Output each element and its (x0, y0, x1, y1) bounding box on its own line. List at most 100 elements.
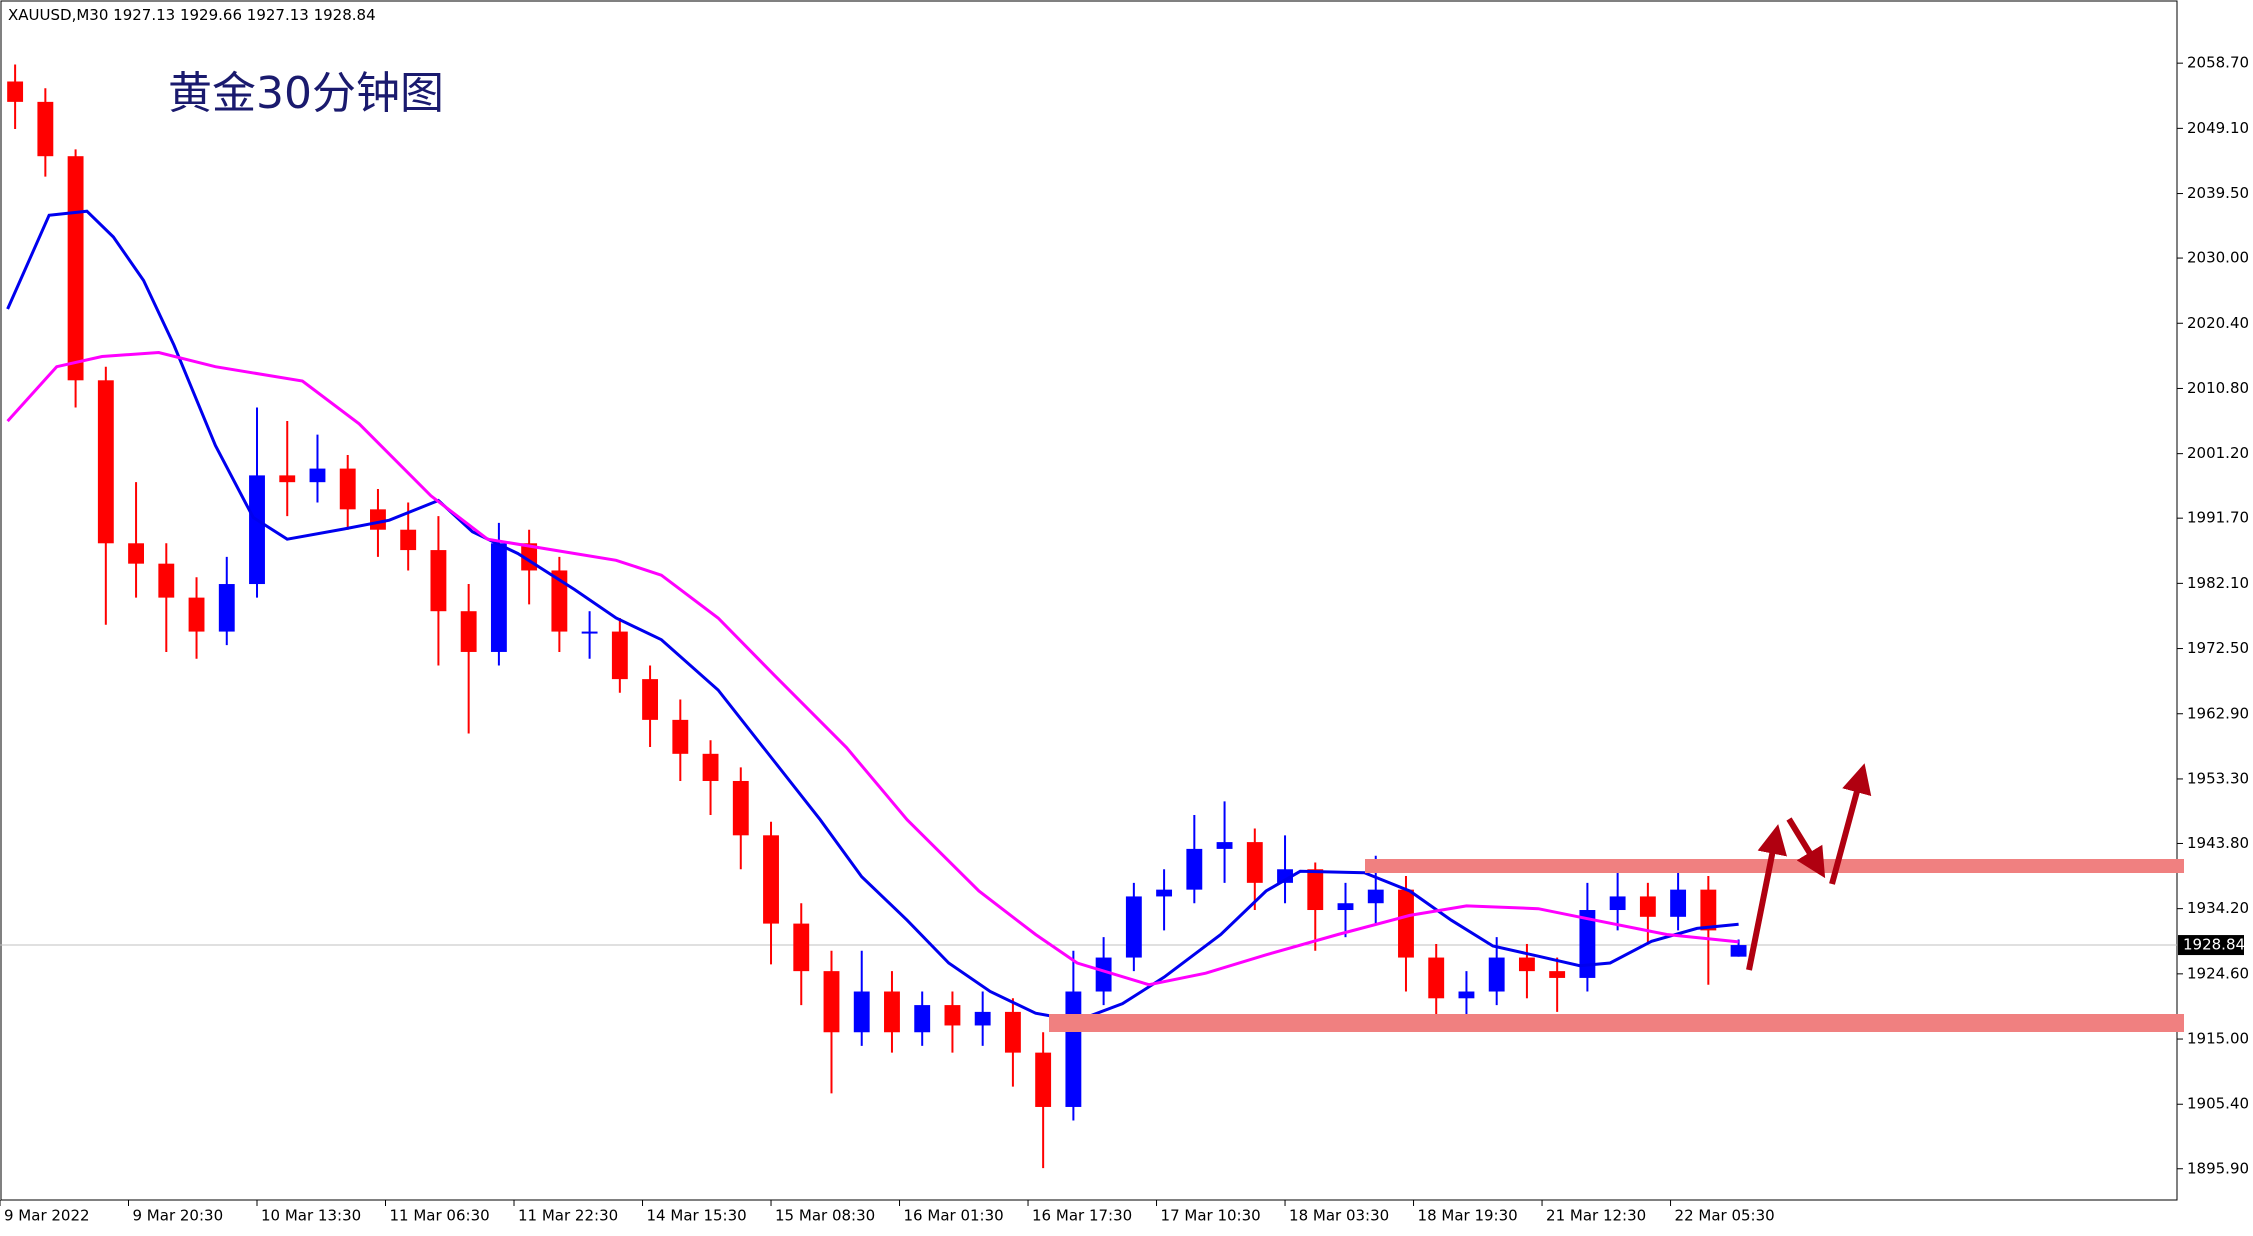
candle-body (763, 835, 779, 924)
y-tick-label: 2049.10 (2187, 119, 2249, 137)
arrow-up (1746, 824, 1788, 971)
candle-body (1458, 991, 1475, 999)
x-tick-label: 15 Mar 08:30 (775, 1207, 875, 1225)
candle-body (1518, 957, 1535, 972)
candle-body (97, 380, 114, 544)
symbol-header: XAUUSD,M30 1927.13 1929.66 1927.13 1928.… (8, 6, 376, 24)
y-tick-label: 1991.70 (2187, 509, 2249, 527)
candle-body (944, 1005, 961, 1026)
candle-body (370, 509, 386, 530)
candle-body (67, 156, 84, 381)
candle-body (1639, 896, 1656, 917)
arrow-up (1829, 763, 1872, 885)
ohlc-close: 1928.84 (314, 6, 376, 24)
candle-body (1186, 848, 1203, 890)
moving-average-line (6, 209, 1739, 1023)
candle-body (702, 753, 719, 781)
candle-body (1337, 903, 1354, 911)
x-tick-label: 16 Mar 17:30 (1032, 1207, 1132, 1225)
candle-body (1004, 1011, 1021, 1053)
candle-body (279, 475, 296, 483)
candle-body (1428, 957, 1445, 999)
candle-body (1579, 910, 1596, 978)
ohlc-low: 1927.13 (247, 6, 309, 24)
candle-body (1065, 991, 1082, 1107)
candle-body (128, 543, 144, 564)
y-tick-label: 1924.60 (2187, 964, 2249, 982)
y-tick-label: 1905.40 (2187, 1095, 2249, 1113)
candle-body (188, 597, 205, 632)
candle-body (1549, 971, 1566, 978)
candle-body (158, 563, 175, 598)
candle-body (884, 991, 900, 1033)
candle-body (1609, 896, 1626, 911)
candle-body (853, 991, 870, 1033)
candle-body (490, 543, 507, 652)
candle-body (430, 550, 447, 612)
y-tick-label: 2030.00 (2187, 249, 2249, 267)
symbol: XAUUSD,M30 (8, 6, 108, 24)
candle-body (611, 631, 628, 680)
y-tick-label: 1953.30 (2187, 769, 2249, 787)
candle-body (551, 570, 568, 632)
candle-body (1246, 842, 1263, 883)
candle-body (218, 584, 235, 632)
x-tick-label: 11 Mar 06:30 (390, 1207, 490, 1225)
candle-body (974, 1011, 991, 1026)
candle-body (1367, 889, 1384, 904)
x-tick-label: 18 Mar 03:30 (1289, 1207, 1389, 1225)
candle-body (1156, 889, 1173, 897)
y-tick-label: 2039.50 (2187, 184, 2249, 202)
candle-body (581, 631, 598, 634)
x-tick-label: 9 Mar 20:30 (133, 1207, 224, 1225)
candle-body (249, 475, 265, 585)
candle-body (1488, 957, 1505, 992)
x-tick-label: 16 Mar 01:30 (904, 1207, 1004, 1225)
x-tick-label: 10 Mar 13:30 (261, 1207, 361, 1225)
plot-marks (0, 64, 2177, 1169)
candle-body (672, 719, 689, 754)
y-tick-label: 2058.70 (2187, 54, 2249, 72)
moving-average-line (6, 350, 1739, 987)
candle-body (642, 679, 659, 720)
resistance-zone (1365, 859, 2184, 873)
y-tick-label: 1895.90 (2187, 1159, 2249, 1177)
support-zone (1049, 1014, 2184, 1032)
last-price-box (2178, 935, 2244, 956)
arrow-down (1786, 817, 1826, 879)
candle-body (1035, 1052, 1052, 1107)
candle-body (1216, 842, 1233, 849)
candle-body (339, 468, 356, 510)
candle-body (1670, 889, 1687, 917)
candle-body (1700, 889, 1717, 931)
y-tick-label: 1934.20 (2187, 899, 2249, 917)
x-tick-label: 21 Mar 12:30 (1546, 1207, 1646, 1225)
candle-body (793, 923, 810, 972)
x-tick-label: 14 Mar 15:30 (647, 1207, 747, 1225)
last-price-label: 1928.84 (2183, 936, 2245, 954)
candle-body (1307, 869, 1324, 911)
candle-body (1125, 896, 1142, 958)
y-tick-label: 1943.80 (2187, 834, 2249, 852)
y-tick-label: 1915.00 (2187, 1030, 2249, 1048)
x-tick-label: 17 Mar 10:30 (1161, 1207, 1261, 1225)
candle-body (37, 101, 54, 157)
chart-title: 黄金30分钟图 (168, 68, 444, 119)
x-tick-label: 9 Mar 2022 (4, 1207, 90, 1225)
y-tick-label: 2010.80 (2187, 379, 2249, 397)
candle-body (309, 468, 326, 483)
candle-body (1095, 957, 1112, 992)
x-tick-label: 18 Mar 19:30 (1418, 1207, 1518, 1225)
plot-frame (0, 0, 2178, 1201)
candle-body (823, 971, 840, 1033)
candle-body (914, 1005, 931, 1033)
y-tick-label: 1982.10 (2187, 574, 2249, 592)
candle-body (460, 611, 477, 652)
ohlc-high: 1929.66 (180, 6, 242, 24)
candle-body (400, 529, 417, 551)
ohlc-open: 1927.13 (113, 6, 175, 24)
y-tick-label: 2020.40 (2187, 314, 2249, 332)
candle-body (1398, 889, 1414, 958)
